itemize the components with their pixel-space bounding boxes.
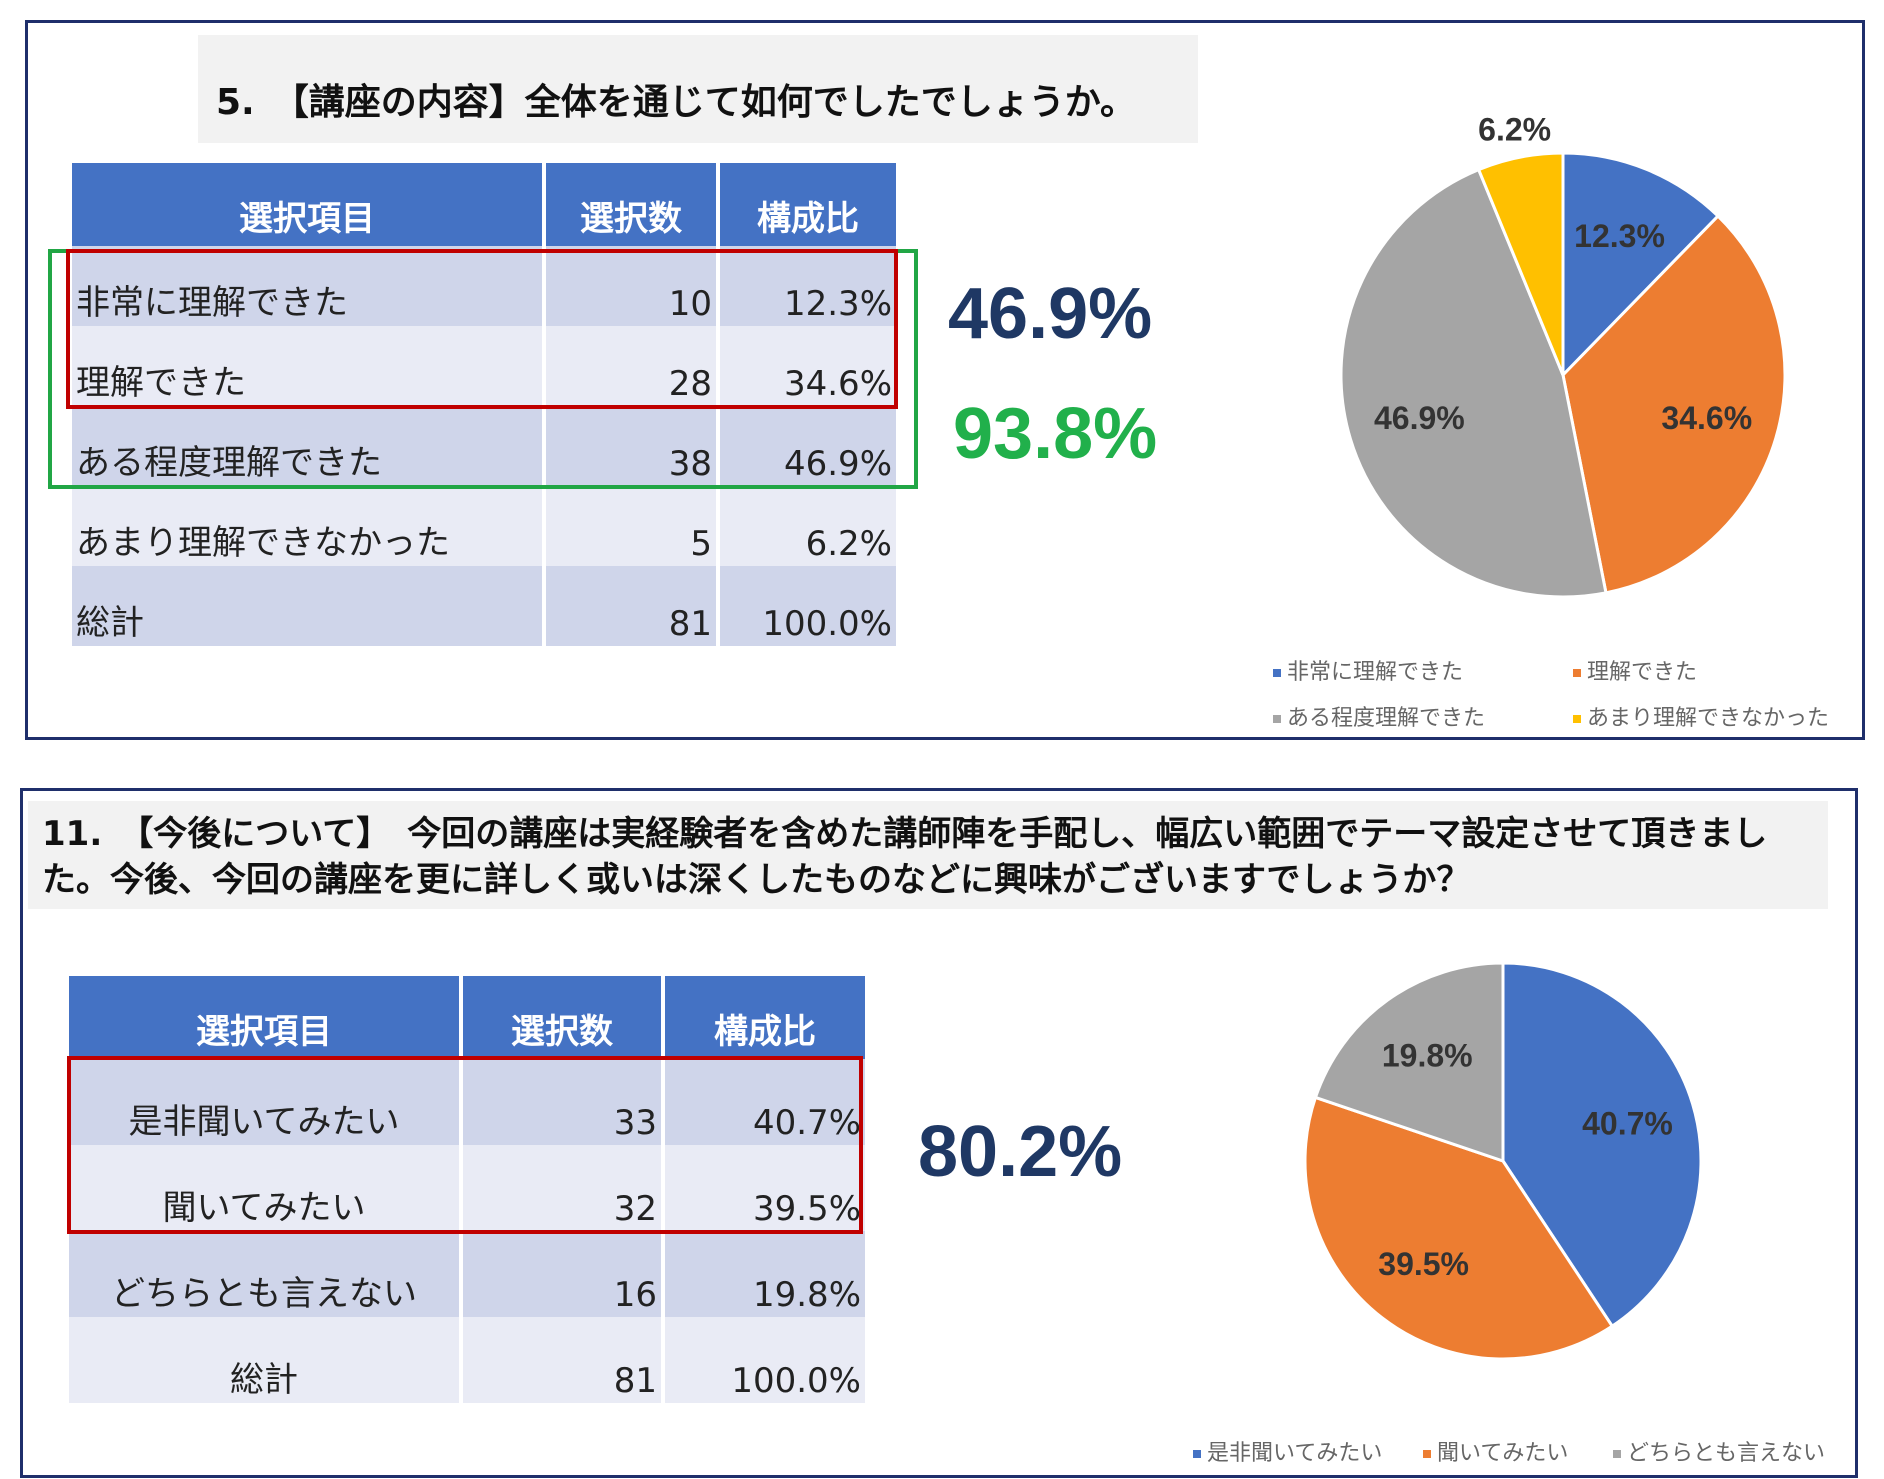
table-row: 非常に理解できた 10 12.3% [72, 246, 896, 326]
legend-label: ある程度理解できた [1287, 706, 1486, 731]
legend-label: あまり理解できなかった [1587, 706, 1830, 731]
legend-label: 非常に理解できた [1287, 660, 1464, 685]
summary-percent: 80.2% [918, 1112, 1123, 1192]
pie-slice [1476, 151, 1565, 376]
legend-swatch [1273, 715, 1281, 723]
slice-label: 12.3% [1574, 218, 1665, 254]
row-count: 81 [546, 566, 716, 646]
question-5-title: 5. 【講座の内容】全体を通じて如何でしたでしょうか。 [198, 35, 1198, 143]
slice-label: 39.5% [1378, 1246, 1469, 1282]
header-item: 選択項目 [72, 163, 542, 246]
slice-label: 40.7% [1582, 1106, 1673, 1142]
legend-swatch [1423, 1450, 1431, 1458]
question-5-table: 選択項目 選択数 構成比 非常に理解できた 10 12.3% 理解できた 28 … [68, 163, 900, 646]
question-11-title: 11. 【今後について】 今回の講座は実経験者を含めた講師陣を手配し、幅広い範囲… [28, 801, 1828, 909]
table-row: ある程度理解できた 38 46.9% [72, 406, 896, 486]
row-ratio: 100.0% [665, 1317, 865, 1403]
legend-swatch [1273, 669, 1281, 677]
pie-legend-q11: 是非聞いてみたい 聞いてみたい どちらとも言えない [1193, 1431, 1833, 1471]
legend-swatch [1193, 1450, 1201, 1458]
pie-slice [1339, 167, 1608, 599]
row-ratio: 12.3% [720, 246, 896, 326]
row-count: 10 [546, 246, 716, 326]
table-row: あまり理解できなかった 5 6.2% [72, 486, 896, 566]
table-row: 総計 81 100.0% [69, 1317, 865, 1403]
question-11-table: 選択項目 選択数 構成比 是非聞いてみたい 33 40.7% 聞いてみたい 32… [65, 976, 869, 1403]
row-ratio: 34.6% [720, 326, 896, 406]
header-ratio: 構成比 [665, 976, 865, 1059]
legend-item: ある程度理解できた [1273, 700, 1485, 732]
legend-item: 聞いてみたい [1423, 1435, 1568, 1467]
header-ratio: 構成比 [720, 163, 896, 246]
row-label: 非常に理解できた [72, 246, 542, 326]
pie-slice [1561, 213, 1787, 595]
row-label: 聞いてみたい [69, 1145, 459, 1231]
legend-label: 理解できた [1587, 660, 1698, 685]
summary-percent-bottom: 93.8% [953, 394, 1158, 474]
table-row: 総計 81 100.0% [72, 566, 896, 646]
pie-chart-q5: 12.3% 34.6% 46.9% 6.2% [1339, 112, 1787, 599]
row-ratio: 100.0% [720, 566, 896, 646]
row-label: 総計 [72, 566, 542, 646]
header-count: 選択数 [463, 976, 661, 1059]
row-label: 理解できた [72, 326, 542, 406]
header-item: 選択項目 [69, 976, 459, 1059]
legend-item: あまり理解できなかった [1573, 700, 1829, 732]
pie-slice [1561, 151, 1721, 379]
row-label: 是非聞いてみたい [69, 1059, 459, 1145]
question-11-panel: 11. 【今後について】 今回の講座は実経験者を含めた講師陣を手配し、幅広い範囲… [20, 788, 1858, 1478]
row-count: 28 [546, 326, 716, 406]
table-row: どちらとも言えない 16 19.8% [69, 1231, 865, 1317]
legend-swatch [1613, 1450, 1621, 1458]
pie-legend-q5: 非常に理解できた 理解できたある程度理解できた あまり理解できなかった [1273, 648, 1873, 731]
legend-label: どちらとも言えない [1627, 1441, 1826, 1466]
row-label: どちらとも言えない [69, 1231, 459, 1317]
table-row: 理解できた 28 34.6% [72, 326, 896, 406]
row-count: 81 [463, 1317, 661, 1403]
legend-item: 理解できた [1573, 654, 1697, 686]
summary-percent-top: 46.9% [948, 274, 1153, 354]
pie-chart-q11: 40.7% 39.5% 19.8% [1303, 961, 1703, 1361]
table-row: 聞いてみたい 32 39.5% [69, 1145, 865, 1231]
row-count: 5 [546, 486, 716, 566]
table-row: 是非聞いてみたい 33 40.7% [69, 1059, 865, 1145]
slice-label: 46.9% [1374, 400, 1465, 436]
legend-label: 是非聞いてみたい [1207, 1441, 1383, 1466]
legend-item: どちらとも言えない [1613, 1435, 1825, 1467]
row-ratio: 46.9% [720, 406, 896, 486]
legend-swatch [1573, 669, 1581, 677]
legend-item: 是非聞いてみたい [1193, 1435, 1382, 1467]
legend-item: 非常に理解できた [1273, 654, 1463, 686]
pie-slice [1313, 961, 1505, 1164]
row-label: 総計 [69, 1317, 459, 1403]
pie-slice [1303, 1095, 1615, 1361]
legend-label: 聞いてみたい [1437, 1441, 1569, 1466]
row-ratio: 40.7% [665, 1059, 865, 1145]
row-ratio: 19.8% [665, 1231, 865, 1317]
row-count: 38 [546, 406, 716, 486]
slice-label: 19.8% [1382, 1037, 1473, 1073]
row-count: 33 [463, 1059, 661, 1145]
legend-swatch [1573, 715, 1581, 723]
row-label: ある程度理解できた [72, 406, 542, 486]
row-ratio: 39.5% [665, 1145, 865, 1231]
slice-label: 34.6% [1661, 400, 1752, 436]
header-count: 選択数 [546, 163, 716, 246]
row-label: あまり理解できなかった [72, 486, 542, 566]
row-count: 16 [463, 1231, 661, 1317]
question-5-panel: 5. 【講座の内容】全体を通じて如何でしたでしょうか。 選択項目 選択数 構成比… [25, 20, 1865, 740]
slice-label: 6.2% [1478, 112, 1551, 148]
row-ratio: 6.2% [720, 486, 896, 566]
row-count: 32 [463, 1145, 661, 1231]
